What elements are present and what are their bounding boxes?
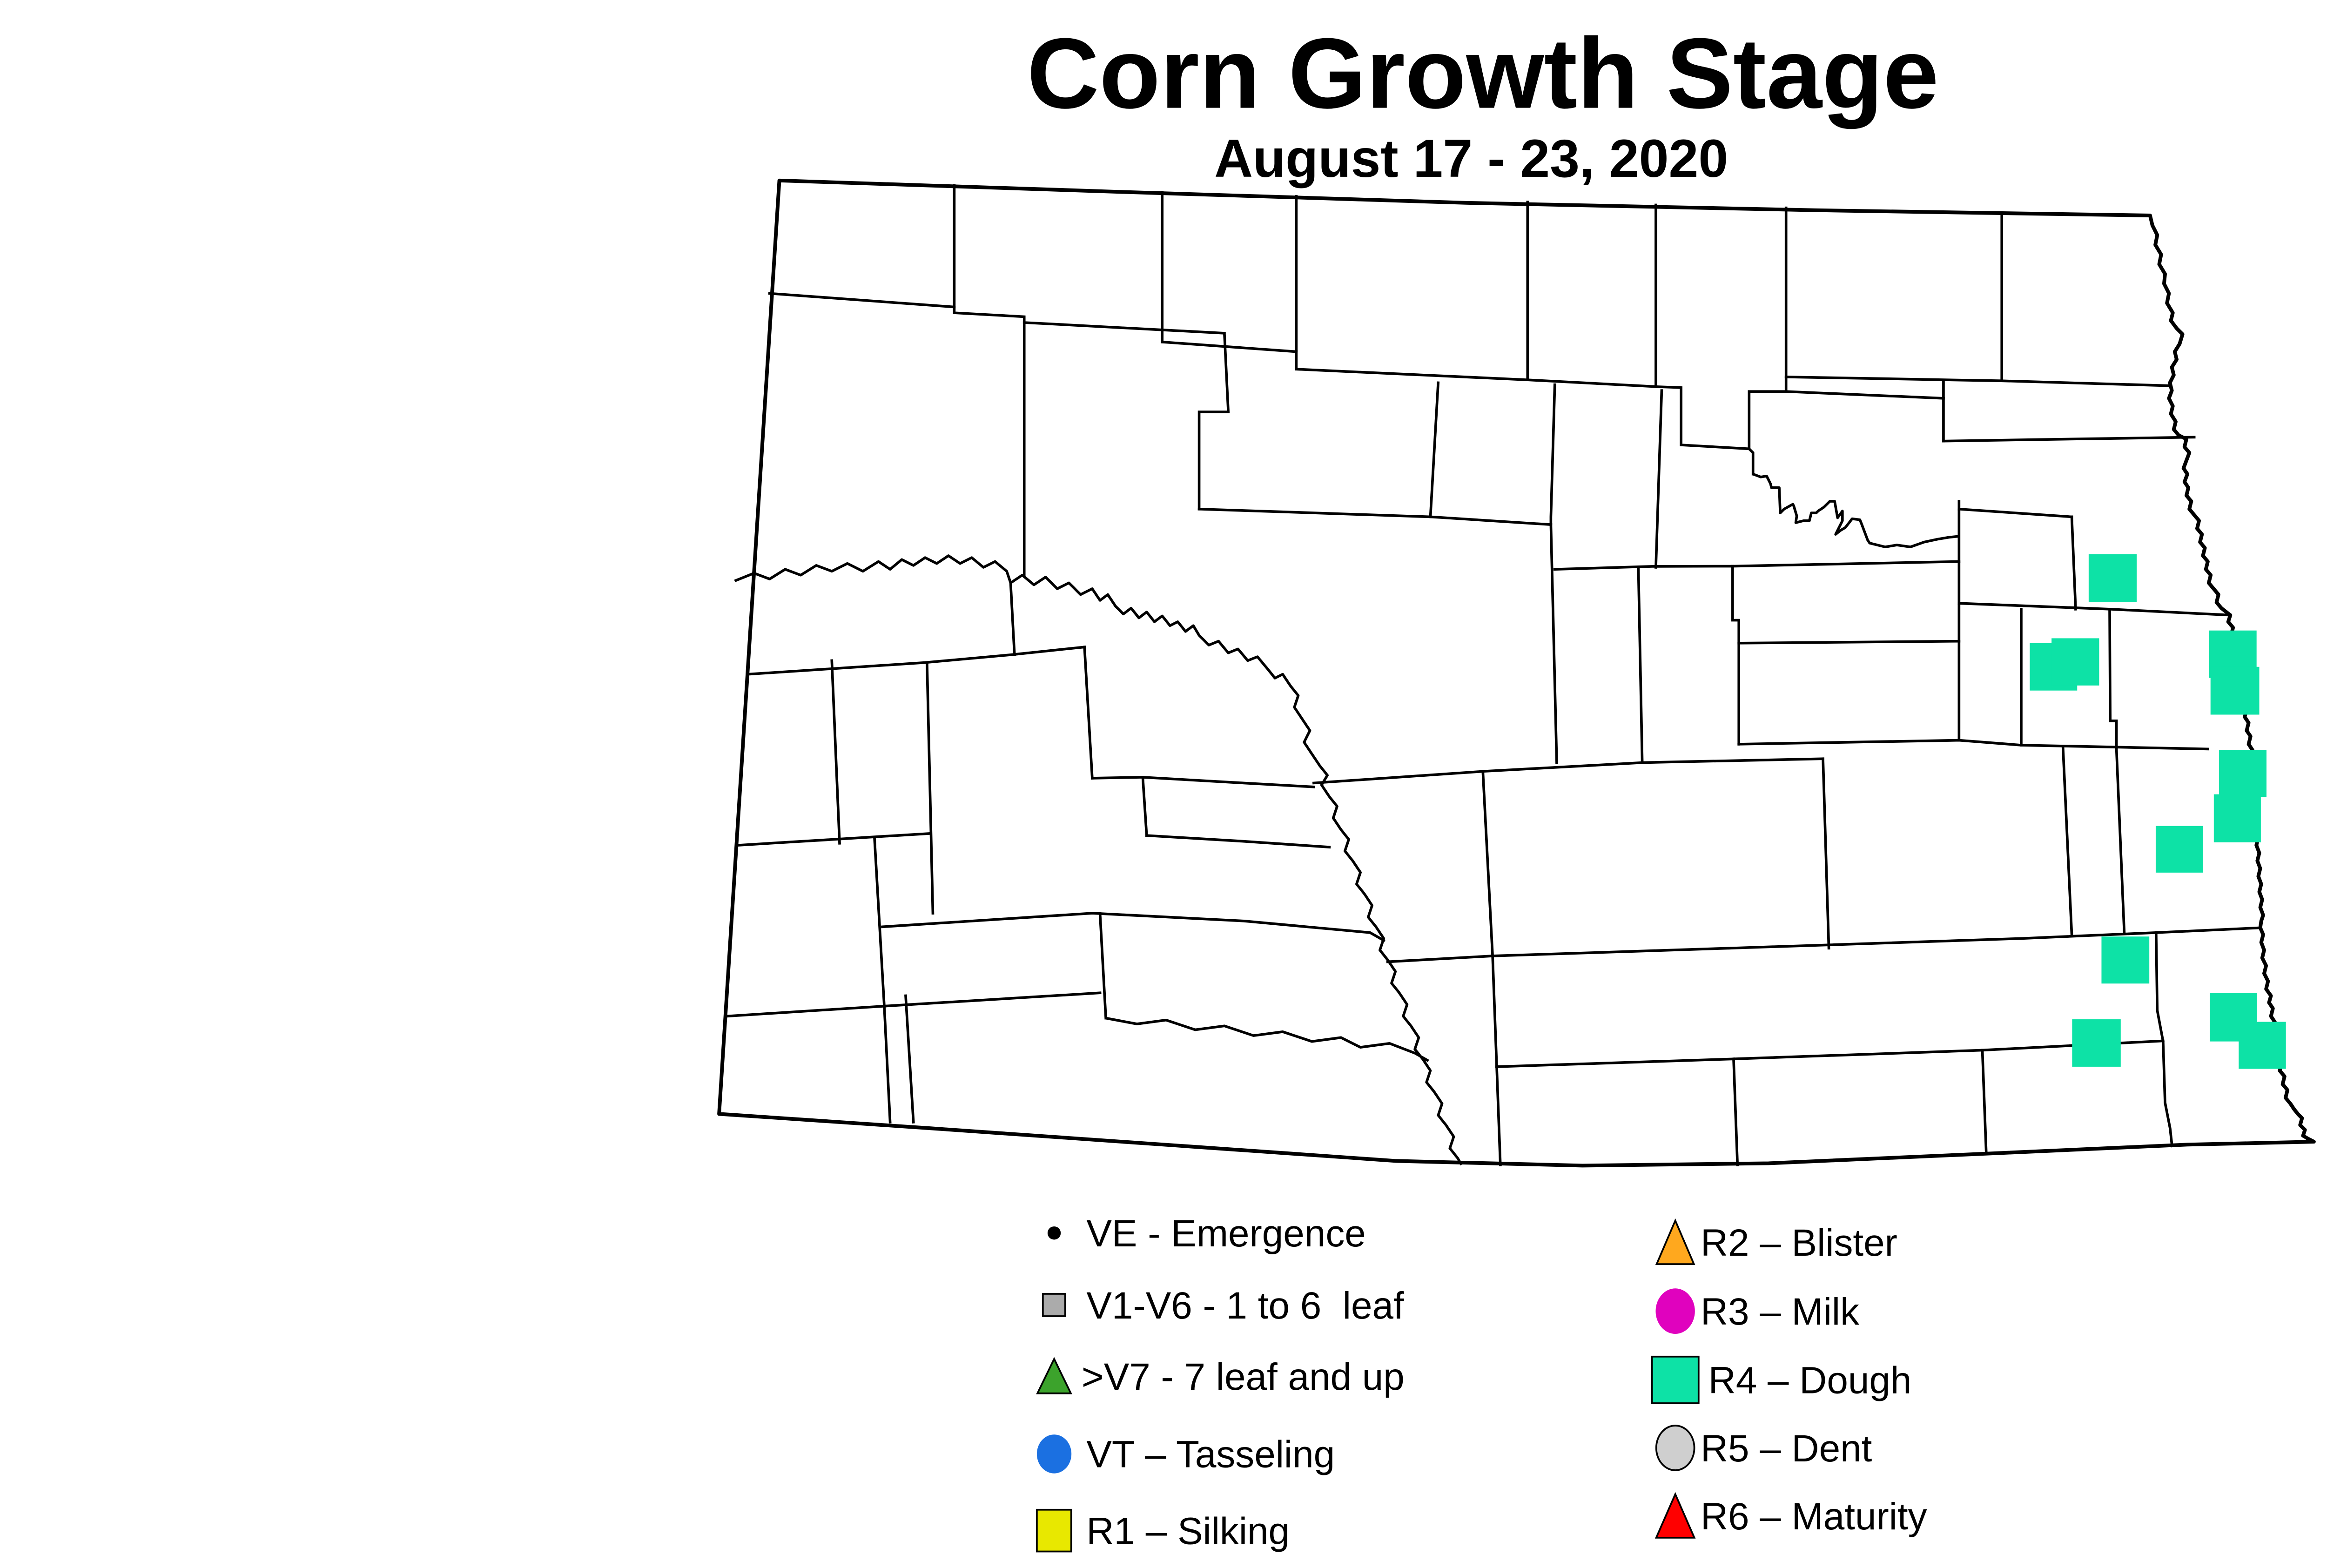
r4-dough-marker-icon xyxy=(1651,1355,1700,1404)
legend-label-r4: R4 – Dough xyxy=(1708,1359,1912,1402)
r4-marker xyxy=(2219,750,2266,797)
legend-label-r1: R1 – Silking xyxy=(1086,1510,1290,1553)
legend-item-v1-v6: V1-V6 - 1 to 6 leaf xyxy=(1042,1285,1404,1327)
legend-item-v7: >V7 - 7 leaf and up xyxy=(1036,1356,1405,1398)
r4-marker xyxy=(2210,666,2260,715)
river-lines xyxy=(734,472,1959,1166)
legend-item-r1: R1 – Silking xyxy=(1036,1508,1290,1553)
v1-v6-marker-icon xyxy=(1042,1293,1066,1317)
legend-right-column: R2 – Blister R3 – Milk R4 – Dough R5 – D… xyxy=(1651,1218,1927,1539)
r4-marker xyxy=(2088,554,2137,602)
r4-marker xyxy=(2051,638,2099,686)
legend-label-ve: VE - Emergence xyxy=(1086,1212,1365,1255)
legend-item-r4: R4 – Dough xyxy=(1651,1355,1912,1404)
r4-dough-map-markers xyxy=(2030,554,2286,1069)
legend-label-r6: R6 – Maturity xyxy=(1701,1495,1927,1538)
r4-marker xyxy=(2213,794,2261,842)
vt-tasseling-marker-icon xyxy=(1036,1434,1072,1474)
r2-blister-marker-icon xyxy=(1655,1218,1695,1265)
ve-emergence-marker-icon xyxy=(1047,1226,1061,1240)
legend-item-vt: VT – Tasseling xyxy=(1036,1433,1335,1476)
r4-marker xyxy=(2155,826,2203,873)
cannonball-river-line xyxy=(1105,1016,1429,1062)
legend-item-r3: R3 – Milk xyxy=(1655,1288,1860,1334)
v7-marker-icon xyxy=(1036,1357,1072,1394)
r4-marker xyxy=(2072,1019,2121,1067)
legend-label-r5: R5 – Dent xyxy=(1701,1427,1872,1470)
legend-label-r2: R2 – Blister xyxy=(1701,1222,1897,1264)
legend-left-column: VE - Emergence V1-V6 - 1 to 6 leaf >V7 -… xyxy=(1036,1212,1405,1553)
r1-silking-marker-icon xyxy=(1036,1508,1072,1553)
page-title: Corn Growth Stage xyxy=(1027,17,1939,129)
page-subtitle: August 17 - 23, 2020 xyxy=(1214,129,1728,188)
devils-lake-line xyxy=(1752,472,1959,549)
legend-item-r6: R6 – Maturity xyxy=(1654,1492,1927,1539)
legend-label-vt: VT – Tasseling xyxy=(1086,1433,1335,1476)
missouri-river-line xyxy=(734,554,1463,1166)
legend-item-ve: VE - Emergence xyxy=(1047,1212,1366,1255)
r4-marker xyxy=(2239,1022,2286,1069)
legend-label-v1-v6: V1-V6 - 1 to 6 leaf xyxy=(1086,1285,1404,1327)
legend-item-r2: R2 – Blister xyxy=(1655,1218,1897,1265)
r3-milk-marker-icon xyxy=(1655,1288,1695,1334)
north-dakota-map xyxy=(717,178,2316,1168)
r4-marker xyxy=(2101,936,2150,984)
r6-maturity-marker-icon xyxy=(1654,1492,1696,1539)
legend-item-r5: R5 – Dent xyxy=(1655,1425,1872,1471)
legend-label-v7: >V7 - 7 leaf and up xyxy=(1082,1356,1405,1398)
legend-label-r3: R3 – Milk xyxy=(1701,1291,1860,1333)
county-borders xyxy=(725,184,2262,1166)
r5-dent-marker-icon xyxy=(1655,1425,1695,1471)
